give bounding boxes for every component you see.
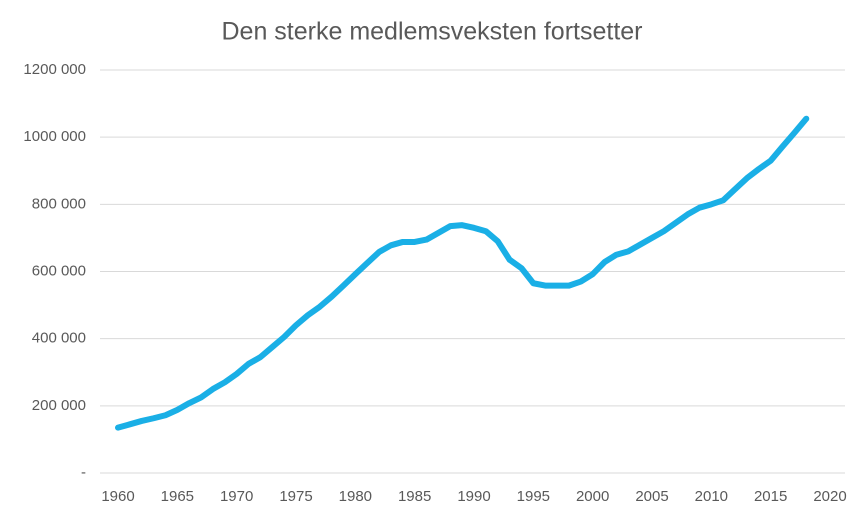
x-tick-label: 1960 <box>101 488 134 505</box>
x-tick-label: 2010 <box>695 488 728 505</box>
y-tick-label: 400 000 <box>32 330 86 347</box>
data-line <box>115 115 810 431</box>
x-tick-label: 2005 <box>635 488 668 505</box>
y-tick-label: 600 000 <box>32 262 86 279</box>
y-tick-label: 800 000 <box>32 195 86 212</box>
x-tick-label: 2000 <box>576 488 609 505</box>
y-tick-label: - <box>81 464 86 481</box>
x-tick-label: 2015 <box>754 488 787 505</box>
x-tick-label: 1995 <box>517 488 550 505</box>
x-tick-label: 1970 <box>220 488 253 505</box>
y-tick-label: 1000 000 <box>23 128 86 145</box>
y-tick-label: 1200 000 <box>23 61 86 78</box>
y-tick-label: 200 000 <box>32 397 86 414</box>
x-tick-label: 2020 <box>813 488 846 505</box>
x-tick-label: 1985 <box>398 488 431 505</box>
x-tick-label: 1965 <box>161 488 194 505</box>
x-tick-label: 1980 <box>339 488 372 505</box>
chart-title: Den sterke medlemsveksten fortsetter <box>222 18 643 46</box>
x-tick-label: 1975 <box>279 488 312 505</box>
x-tick-label: 1990 <box>457 488 490 505</box>
